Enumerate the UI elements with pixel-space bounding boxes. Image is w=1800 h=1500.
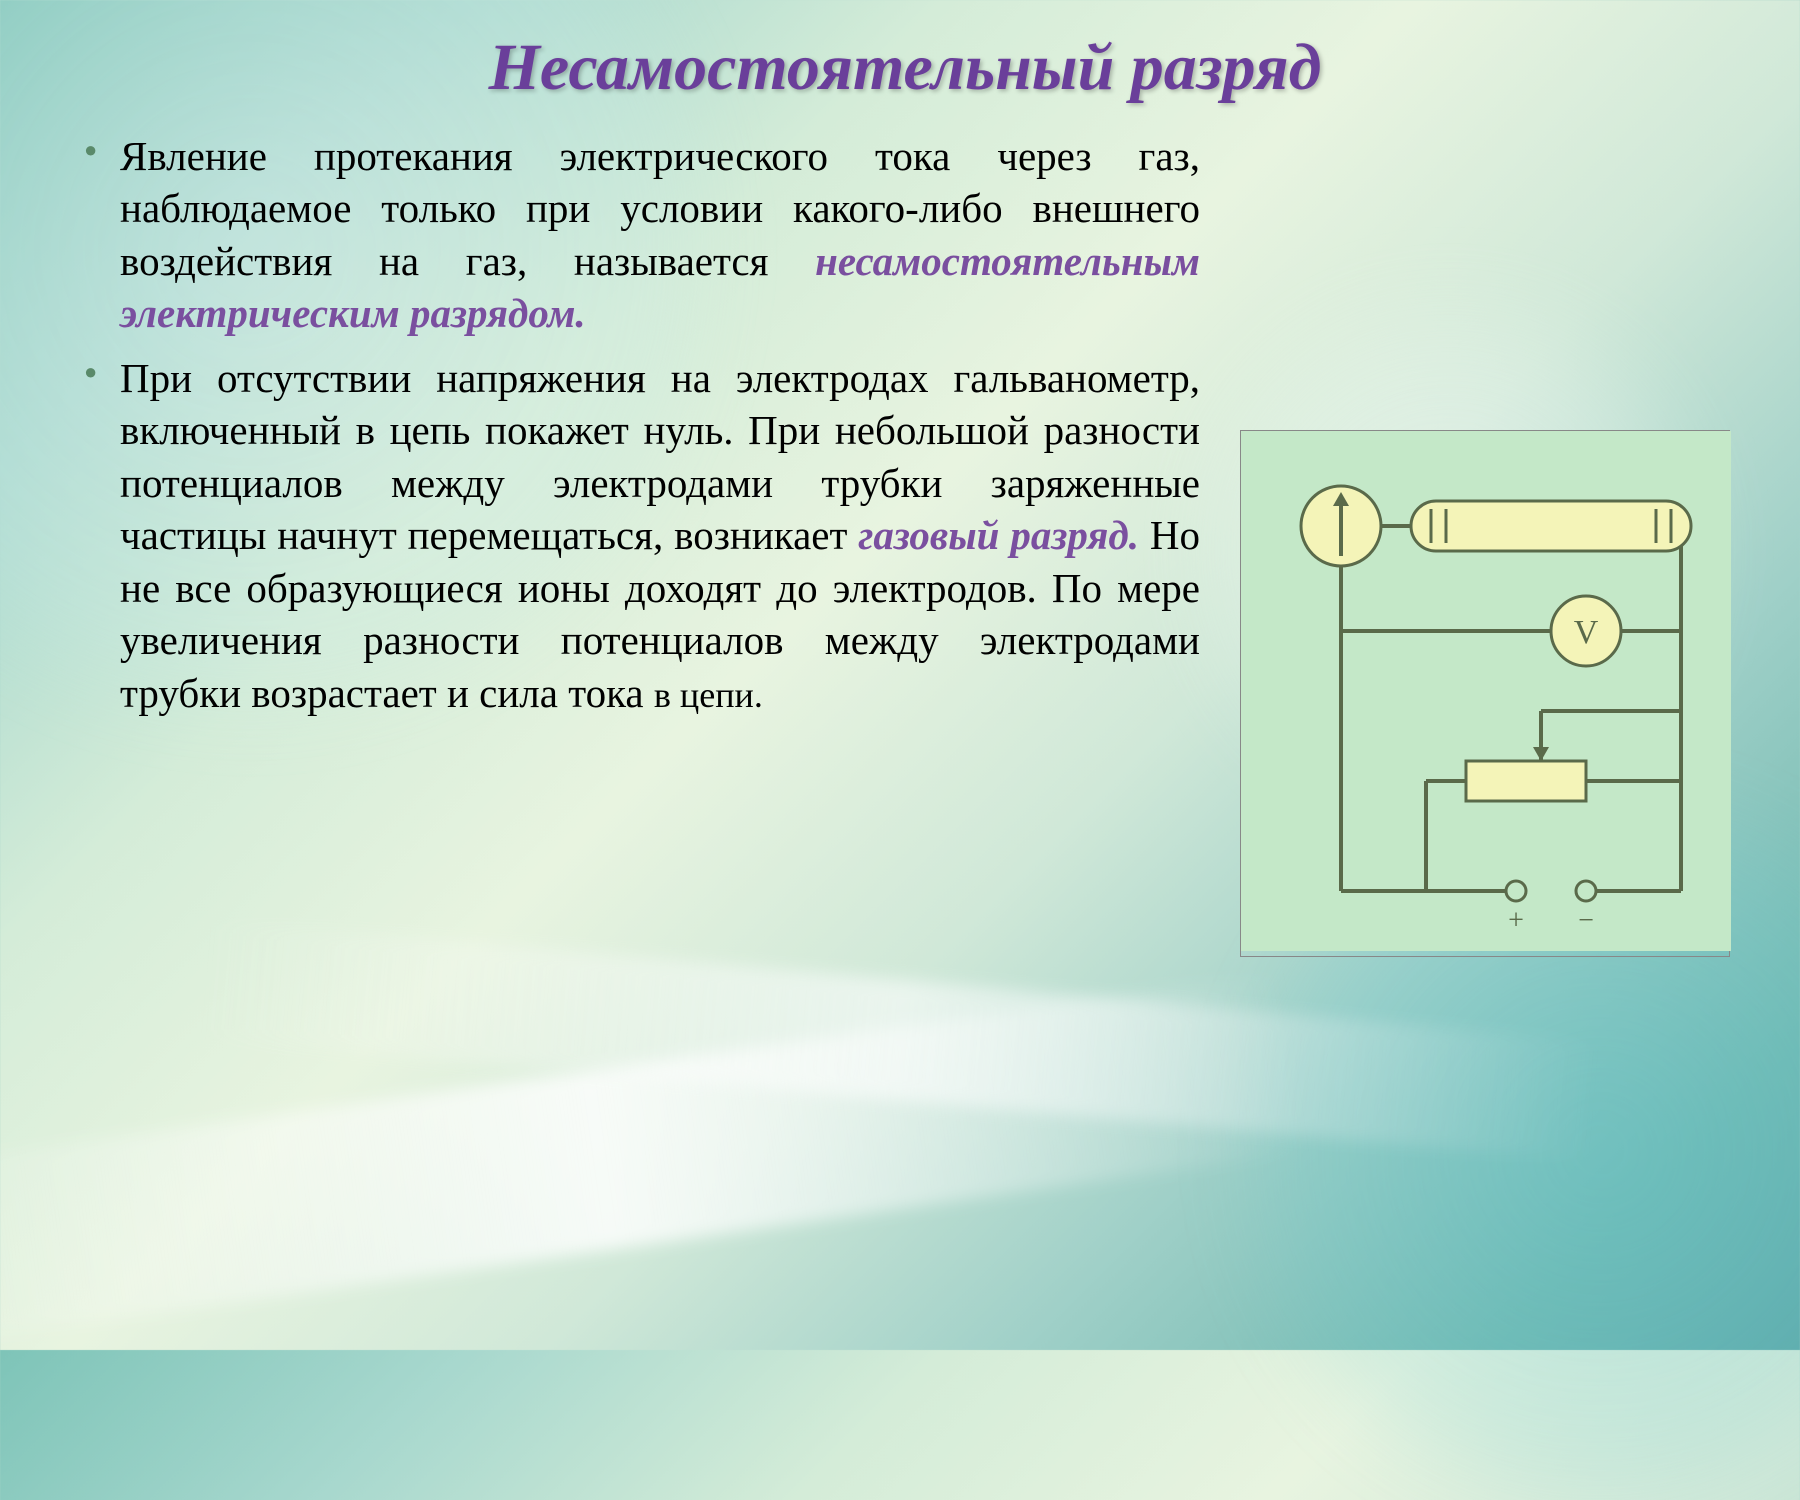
text-column: Явление протекания электрического тока ч… [80, 130, 1200, 731]
bullet-list: Явление протекания электрического тока ч… [80, 130, 1200, 719]
slide-title: Несамостоятельный разряд [80, 30, 1730, 106]
diagram-column: V + − [1240, 130, 1730, 957]
svg-text:V: V [1574, 614, 1599, 651]
circuit-svg: V + − [1241, 431, 1731, 951]
circuit-diagram: V + − [1240, 430, 1730, 957]
rheostat-icon [1466, 761, 1586, 801]
emphasized-term: газовый разряд. [858, 512, 1139, 558]
svg-text:−: − [1578, 905, 1594, 936]
discharge-tube-icon [1411, 501, 1691, 551]
svg-text:+: + [1508, 905, 1524, 936]
bullet-item: При отсутствии напряжения на электродах … [80, 352, 1200, 719]
emphasized-term: несамостоятельным электрическим разрядом… [120, 238, 1200, 336]
tail-small: в цепи. [654, 675, 763, 715]
bullet-item: Явление протекания электрического тока ч… [80, 130, 1200, 340]
